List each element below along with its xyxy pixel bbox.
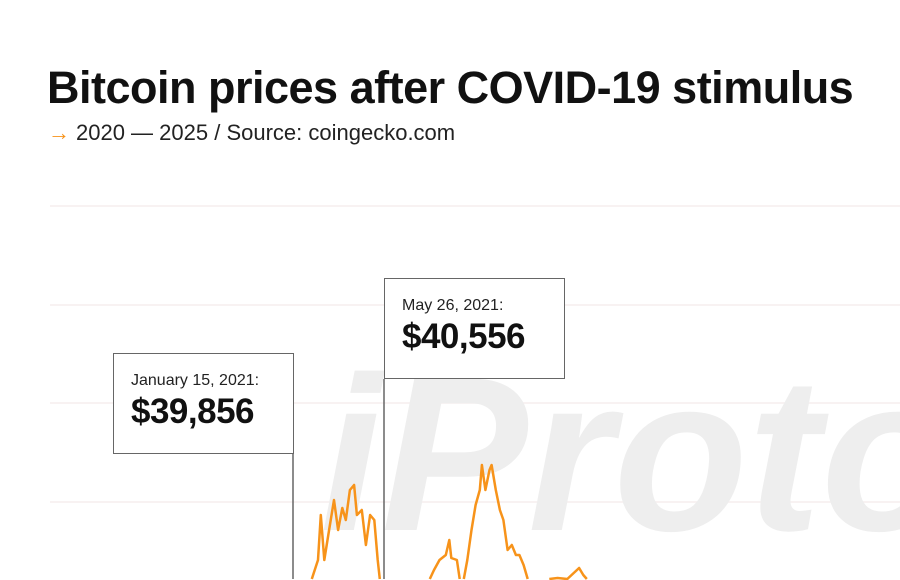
price-line-segment: [310, 483, 382, 580]
callout-date: January 15, 2021:: [131, 372, 260, 389]
subtitle-text: 2020 — 2025 / Source: coingecko.com: [76, 120, 456, 145]
chart-title: Bitcoin prices after COVID-19 stimulus: [47, 62, 854, 113]
price-line-segment: [428, 538, 461, 580]
arrow-right-icon: →: [48, 120, 70, 145]
callout-price: $40,556: [402, 317, 526, 356]
chart-subtitle: → 2020 — 2025 / Source: coingecko.com: [48, 120, 455, 146]
callout-annotation-1: January 15, 2021: $39,856: [113, 353, 294, 454]
callout-date: May 26, 2021:: [402, 297, 504, 314]
callout-annotation-2: May 26, 2021: $40,556: [384, 278, 565, 379]
price-line-segment: [549, 566, 588, 580]
callout-price: $39,856: [131, 392, 255, 431]
price-line-segment: [462, 463, 529, 580]
